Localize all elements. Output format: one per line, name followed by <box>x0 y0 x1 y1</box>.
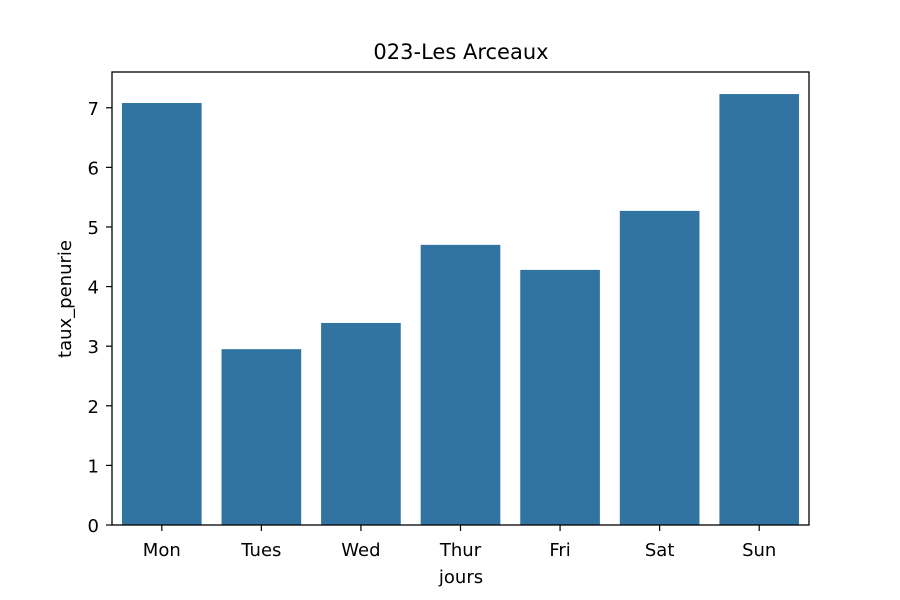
x-tick-label: Sat <box>645 540 675 561</box>
y-axis: 0 1 2 3 4 5 6 7 <box>88 99 112 537</box>
x-tick-label: Tues <box>240 540 281 561</box>
x-tick-label: Sun <box>742 540 776 561</box>
y-tick-label: 4 <box>88 278 99 299</box>
bar-wed <box>321 322 401 525</box>
y-tick-label: 3 <box>88 337 99 358</box>
x-axis-label: jours <box>438 567 483 588</box>
y-axis-label: taux_penurie <box>55 240 76 358</box>
x-tick-label: Fri <box>549 540 570 561</box>
bars-group <box>121 94 800 526</box>
bar-thur <box>420 244 501 525</box>
bar-tues <box>221 349 302 525</box>
bar-sat <box>619 210 700 526</box>
chart-title: 023-Les Arceaux <box>373 40 548 64</box>
y-tick-label: 0 <box>88 516 99 537</box>
y-tick-label: 7 <box>88 99 99 120</box>
y-tick-label: 6 <box>88 158 99 179</box>
plot-frame <box>111 71 810 526</box>
x-axis: Mon Tues Wed Thur Fri Sat Sun <box>143 525 776 561</box>
y-tick-label: 1 <box>88 456 99 477</box>
y-tick-label: 5 <box>88 218 99 239</box>
x-tick-label: Mon <box>143 540 181 561</box>
bar-fri <box>520 269 600 525</box>
bar-mon <box>121 102 202 525</box>
bar-sun <box>719 94 800 525</box>
x-tick-label: Wed <box>341 540 380 561</box>
x-tick-label: Thur <box>439 540 482 561</box>
y-tick-label: 2 <box>88 397 99 418</box>
